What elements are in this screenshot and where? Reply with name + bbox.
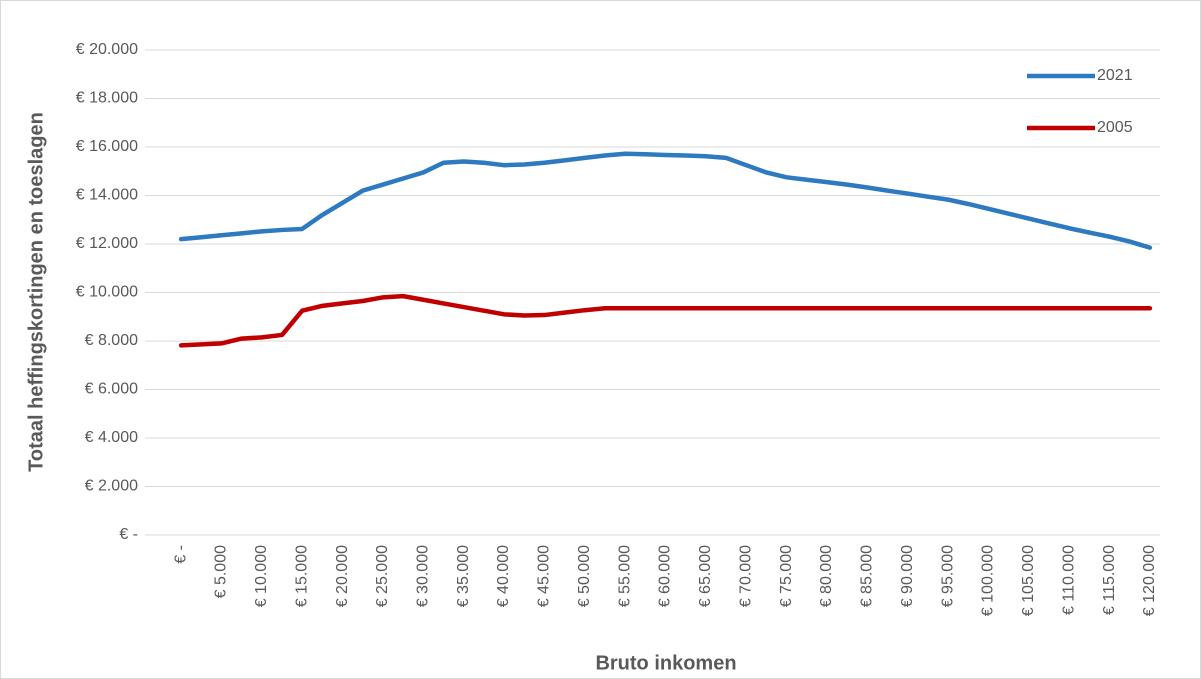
series-line xyxy=(178,151,1153,250)
y-axis-title: Totaal heffingskortingen en toeslagen xyxy=(25,112,47,472)
x-tick-label: € 50.000 xyxy=(576,545,593,607)
y-tick-label: € 10.000 xyxy=(76,284,138,301)
x-tick-label: € 85.000 xyxy=(859,545,876,607)
x-tick-label: € 70.000 xyxy=(737,545,754,607)
y-tick-label: € 14.000 xyxy=(76,187,138,204)
x-tick-label: € 75.000 xyxy=(778,545,795,607)
x-tick-label: € 25.000 xyxy=(374,545,391,607)
y-tick-label: € 12.000 xyxy=(76,235,138,252)
y-tick-label: € 20.000 xyxy=(76,41,138,58)
y-tick-label: € - xyxy=(119,526,138,543)
x-tick-label: € 100.000 xyxy=(980,545,997,616)
legend-label: 2005 xyxy=(1097,119,1133,136)
x-tick-label: € 105.000 xyxy=(1020,545,1037,616)
x-axis-title: Bruto inkomen xyxy=(595,652,736,674)
x-tick-label: € 55.000 xyxy=(616,545,633,607)
x-tick-label: € 20.000 xyxy=(334,545,351,607)
x-tick-label: € 60.000 xyxy=(657,545,674,607)
x-tick-label: € 10.000 xyxy=(253,545,270,607)
y-tick-label: € 4.000 xyxy=(85,429,138,446)
x-tick-label: € 40.000 xyxy=(495,545,512,607)
y-tick-label: € 18.000 xyxy=(76,90,138,107)
x-tick-label: € 90.000 xyxy=(899,545,916,607)
x-tick-label: € 5.000 xyxy=(213,545,230,598)
x-tick-label: € 65.000 xyxy=(697,545,714,607)
x-tick-label: € 15.000 xyxy=(293,545,310,607)
y-tick-label: € 8.000 xyxy=(85,332,138,349)
series-line xyxy=(178,293,1153,348)
legend-label: 2021 xyxy=(1097,67,1133,84)
x-tick-label: € 45.000 xyxy=(536,545,553,607)
x-tick-label: € 30.000 xyxy=(415,545,432,607)
y-tick-label: € 6.000 xyxy=(85,381,138,398)
x-tick-label: € 120.000 xyxy=(1141,545,1158,616)
x-tick-label: € - xyxy=(172,545,189,564)
x-tick-label: € 95.000 xyxy=(939,545,956,607)
x-tick-label: € 115.000 xyxy=(1101,545,1118,615)
y-tick-label: € 16.000 xyxy=(76,138,138,155)
x-tick-label: € 80.000 xyxy=(818,545,835,607)
x-tick-label: € 35.000 xyxy=(455,545,472,607)
y-tick-label: € 2.000 xyxy=(85,478,138,495)
x-tick-label: € 110.000 xyxy=(1060,545,1077,615)
